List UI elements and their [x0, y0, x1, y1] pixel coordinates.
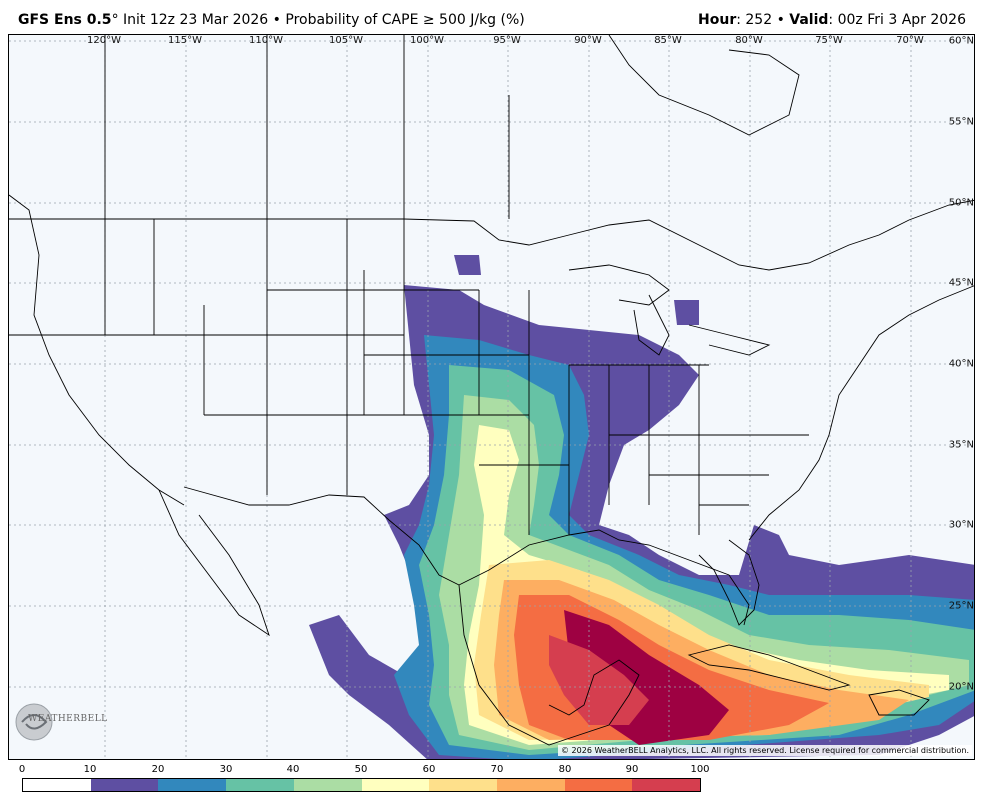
map-panel[interactable] [8, 34, 975, 760]
colorbar-segment [496, 779, 565, 791]
lon-label-80w: 80°W [735, 35, 763, 46]
map-title: GFS Ens 0.5° Init 12z 23 Mar 2026 • Prob… [18, 12, 525, 28]
hour-value: : 252 • [736, 12, 790, 28]
map-svg [9, 35, 974, 759]
colorbar-label: 60 [422, 764, 436, 775]
valid-time: Hour: 252 • Valid: 00z Fri 3 Apr 2026 [698, 12, 966, 28]
lat-label-50n: 50°N [948, 197, 974, 209]
prob-10-ohio-patch [674, 300, 699, 325]
colorbar-label: 70 [490, 764, 504, 775]
lon-label-70w: 70°W [896, 35, 924, 46]
lat-label-60n: 60°N [948, 35, 974, 47]
colorbar-label: 40 [286, 764, 300, 775]
colorbar-segment [361, 779, 430, 791]
lat-label-35n: 35°N [948, 439, 974, 451]
colorbar-label: 20 [151, 764, 165, 775]
political-boundaries [9, 35, 974, 746]
lat-label-40n: 40°N [948, 358, 974, 370]
colorbar-label: 50 [354, 764, 368, 775]
lon-label-100w: 100°W [410, 35, 444, 46]
colorbar-label: 90 [625, 764, 639, 775]
colorbar-segment [564, 779, 633, 791]
ge-symbol: ≥ [422, 12, 435, 28]
logo-text: WEATHERBELL [28, 714, 108, 724]
colorbar [22, 778, 701, 792]
lon-label-105w: 105°W [329, 35, 363, 46]
lat-label-45n: 45°N [948, 277, 974, 289]
lon-label-95w: 95°W [493, 35, 521, 46]
prob-10-north-patch [454, 255, 481, 275]
lon-label-120w: 120°W [87, 35, 121, 46]
lon-label-110w: 110°W [249, 35, 283, 46]
lat-label-55n: 55°N [948, 116, 974, 128]
copyright-notice: © 2026 WeatherBELL Analytics, LLC. All r… [558, 745, 972, 756]
probability-shading [309, 255, 974, 759]
lat-label-20n: 20°N [948, 681, 974, 693]
colorbar-segment [293, 779, 362, 791]
param-text: 500 J/kg (%) [434, 12, 525, 28]
swirl-logo-icon [15, 703, 53, 741]
lon-label-75w: 75°W [815, 35, 843, 46]
colorbar-segment [90, 779, 159, 791]
colorbar-label: 0 [18, 764, 26, 775]
colorbar-label: 100 [690, 764, 710, 775]
colorbar-segment [158, 779, 227, 791]
lon-label-85w: 85°W [654, 35, 682, 46]
colorbar-segment [632, 779, 701, 791]
lon-label-115w: 115°W [168, 35, 202, 46]
colorbar-label: 80 [558, 764, 572, 775]
lon-label-90w: 90°W [574, 35, 602, 46]
valid-key: Valid [789, 12, 829, 28]
colorbar-label: 30 [219, 764, 233, 775]
lat-label-25n: 25°N [948, 600, 974, 612]
init-text: Init 12z 23 Mar 2026 • Probability of CA… [118, 12, 423, 28]
degree-symbol: ° [111, 12, 119, 28]
colorbar-segment [226, 779, 294, 791]
hour-key: Hour [698, 12, 737, 28]
valid-value: : 00z Fri 3 Apr 2026 [828, 12, 966, 28]
colorbar-label: 10 [83, 764, 97, 775]
model-name: GFS Ens 0.5 [18, 12, 112, 28]
colorbar-segment [429, 779, 497, 791]
lat-label-30n: 30°N [948, 519, 974, 531]
colorbar-segment [23, 779, 91, 791]
